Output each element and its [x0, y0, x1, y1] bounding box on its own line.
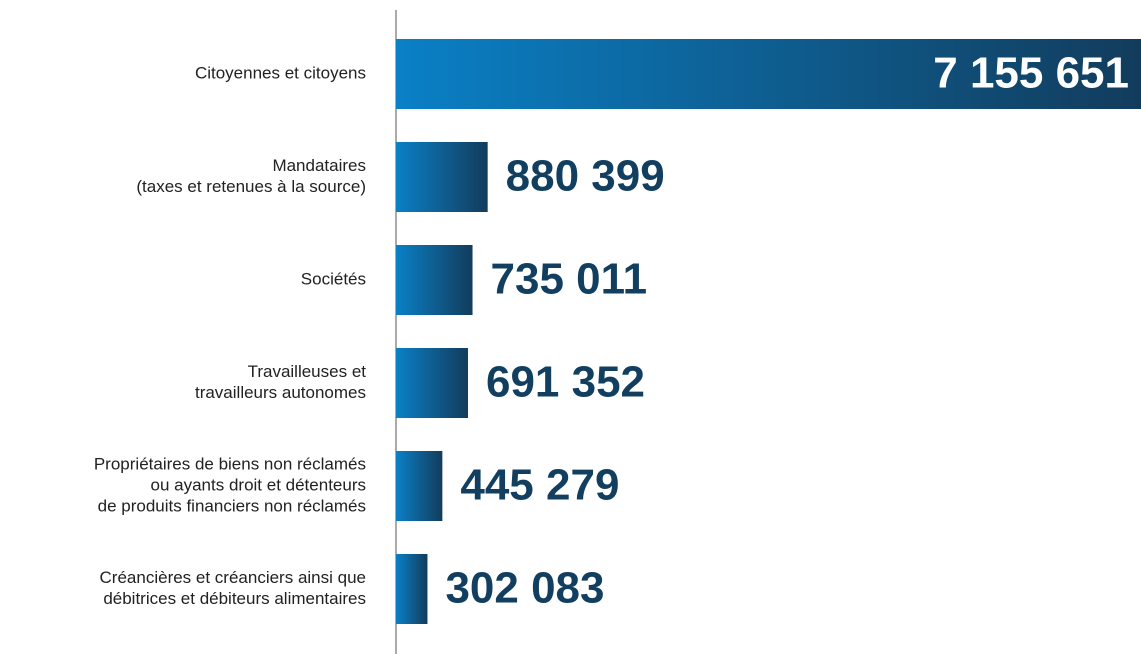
- category-label: (taxes et retenues à la source): [136, 177, 366, 196]
- bar: [396, 142, 488, 212]
- category-label: Sociétés: [301, 269, 366, 288]
- category-label: Travailleuses et: [248, 362, 367, 381]
- category-label: travailleurs autonomes: [195, 383, 366, 402]
- bar: [396, 245, 473, 315]
- bar: [396, 348, 468, 418]
- category-label: Créancières et créanciers ainsi que: [100, 568, 366, 587]
- category-label: Propriétaires de biens non réclamés: [94, 454, 366, 473]
- category-label: de produits financiers non réclamés: [98, 496, 366, 515]
- value-label: 691 352: [486, 358, 645, 407]
- value-label: 445 279: [460, 461, 619, 510]
- bar: [396, 451, 443, 521]
- value-label: 7 155 651: [933, 49, 1129, 98]
- category-label: débitrices et débiteurs alimentaires: [103, 589, 366, 608]
- bar: [396, 554, 428, 624]
- value-label: 735 011: [491, 255, 648, 304]
- value-label: 302 083: [445, 564, 604, 613]
- bar: [396, 39, 1141, 109]
- category-label: Citoyennes et citoyens: [195, 63, 366, 82]
- category-label: Mandataires: [272, 156, 366, 175]
- category-label: ou ayants droit et détenteurs: [151, 475, 366, 494]
- value-label: 880 399: [506, 152, 665, 201]
